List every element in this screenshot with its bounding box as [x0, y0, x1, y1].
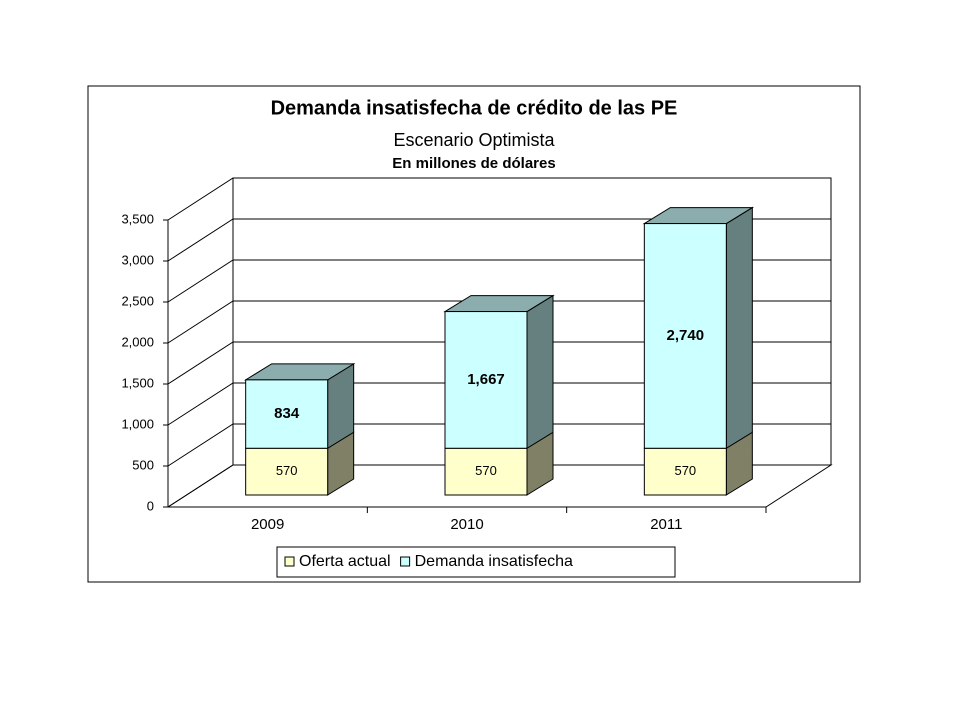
grid-line [167, 423, 831, 467]
grid-line [167, 259, 831, 303]
grid-line [167, 300, 831, 344]
legend: Oferta actual Demanda insatisfecha [276, 546, 676, 578]
y-tick-label: 2,000 [121, 334, 154, 349]
bar-segment [643, 431, 753, 496]
chart-subtitle: Escenario Optimista [393, 130, 555, 150]
legend-swatch [400, 556, 411, 567]
grid-line [167, 341, 831, 385]
bar [643, 223, 727, 449]
chart-title: Demanda insatisfecha de crédito de las P… [271, 97, 678, 119]
value-label: 1,667 [467, 371, 505, 388]
bar [444, 447, 528, 496]
x-tick-label: 2010 [450, 516, 483, 533]
legend-frame [276, 546, 676, 578]
bar [444, 311, 528, 449]
value-label: 2,740 [667, 327, 705, 344]
value-label: 570 [674, 463, 696, 478]
bar-segment [444, 431, 554, 496]
bar-segment [443, 294, 555, 450]
y-tick-label: 1,000 [121, 416, 154, 431]
grid-line [167, 218, 831, 262]
grid-line [167, 382, 831, 426]
y-tick-label: 3,500 [121, 211, 154, 226]
legend-label: Oferta actual [299, 553, 391, 570]
legend-label: Demanda insatisfecha [415, 553, 573, 570]
y-tick-label: 500 [132, 457, 154, 472]
bar-side [526, 294, 554, 450]
value-label: 570 [475, 463, 497, 478]
bar [245, 379, 329, 449]
legend-swatch [284, 556, 295, 567]
y-tick-label: 0 [147, 498, 154, 513]
bar-side [725, 206, 753, 450]
value-label: 834 [274, 405, 300, 422]
x-tick-label: 2011 [650, 516, 682, 533]
value-label: 570 [276, 463, 298, 478]
y-tick-label: 3,000 [121, 252, 154, 267]
y-tick-label: 2,500 [121, 293, 154, 308]
y-tick-label: 1,500 [121, 375, 154, 390]
grid-line [167, 464, 831, 508]
bar-segment [642, 206, 755, 450]
bar [643, 447, 727, 496]
grid-line [167, 177, 831, 221]
x-tick-label: 2009 [251, 516, 284, 533]
bar-segment [243, 362, 356, 450]
bar [245, 447, 329, 496]
bar-segment [245, 431, 355, 496]
chart-subtitle: En millones de dólares [392, 155, 555, 172]
